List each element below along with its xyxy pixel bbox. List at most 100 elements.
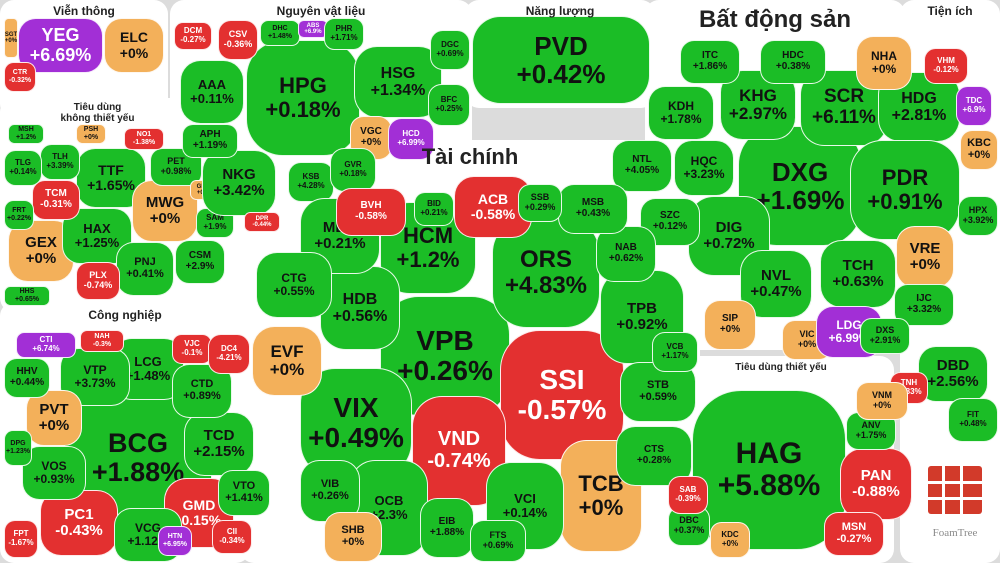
tile-hpx[interactable]: HPX +3.92% <box>958 196 998 236</box>
tile-change: +0.26% <box>397 355 493 386</box>
tile-csm[interactable]: CSM +2.9% <box>175 240 225 284</box>
tile-nha[interactable]: NHA +0% <box>856 36 912 90</box>
tile-vre[interactable]: VRE +0% <box>896 226 954 288</box>
tile-dxs[interactable]: DXS +2.91% <box>860 318 910 354</box>
tile-ntl[interactable]: NTL +4.05% <box>612 140 672 192</box>
tile-pan[interactable]: PAN -0.88% <box>840 448 912 520</box>
tile-pdr[interactable]: PDR +0.91% <box>850 140 960 240</box>
tile-cii[interactable]: CII -0.34% <box>212 520 252 554</box>
tile-frt[interactable]: FRT +0.22% <box>4 200 34 230</box>
tile-change: -0.58% <box>470 206 516 222</box>
tile-cti[interactable]: CTI +6.74% <box>16 332 76 358</box>
tile-nkg[interactable]: NKG +3.42% <box>202 150 276 216</box>
tile-dhc[interactable]: DHC +1.48% <box>260 20 300 46</box>
tile-ticker: VIB <box>320 478 340 491</box>
tile-tcd[interactable]: TCD +2.15% <box>184 412 254 476</box>
tile-dcm[interactable]: DCM -0.27% <box>174 22 212 50</box>
tile-ijc[interactable]: IJC +3.32% <box>894 284 954 326</box>
tile-tdc[interactable]: TDC +6.9% <box>956 86 992 126</box>
tile-ctr[interactable]: CTR -0.32% <box>4 62 36 92</box>
tile-sab[interactable]: SAB -0.39% <box>668 476 708 514</box>
tile-psh[interactable]: PSH +0% <box>76 124 106 144</box>
tile-hcd[interactable]: HCD +6.99% <box>388 118 434 160</box>
tile-aph[interactable]: APH +1.19% <box>182 124 238 158</box>
tile-dc4[interactable]: DC4 -4.21% <box>208 334 250 374</box>
tile-ticker: EIB <box>438 516 456 528</box>
tile-szc[interactable]: SZC +0.12% <box>640 198 700 246</box>
tile-ocb[interactable]: OCB +2.3% <box>350 460 428 556</box>
tile-vix[interactable]: VIX +0.49% <box>300 368 412 478</box>
tile-pvd[interactable]: PVD +0.42% <box>472 16 650 104</box>
tile-mwg[interactable]: MWG +0% <box>132 180 198 242</box>
tile-plx[interactable]: PLX -0.74% <box>76 262 120 300</box>
tile-phr[interactable]: PHR +1.71% <box>324 18 364 50</box>
tile-vjc[interactable]: VJC -0.1% <box>172 334 212 364</box>
tile-vcb[interactable]: VCB +1.17% <box>652 332 698 372</box>
tile-hsg[interactable]: HSG +1.34% <box>354 46 442 118</box>
tile-abs[interactable]: ABS +6.9% <box>298 20 328 38</box>
tile-ctg[interactable]: CTG +0.55% <box>256 252 332 318</box>
tile-bid[interactable]: BID +0.21% <box>414 192 454 226</box>
tile-hdc[interactable]: HDC +0.38% <box>760 40 826 84</box>
tile-ticker: SIP <box>721 313 739 325</box>
tile-hag[interactable]: HAG +5.88% <box>692 390 846 550</box>
tile-dbd[interactable]: DBD +2.56% <box>918 346 988 402</box>
tile-hpg[interactable]: HPG +0.18% <box>246 40 360 156</box>
tile-kdc[interactable]: KDC +0% <box>710 522 750 558</box>
tile-msh[interactable]: MSH +1.2% <box>8 124 44 144</box>
tile-hhv[interactable]: HHV +0.44% <box>4 358 50 398</box>
tile-tlg[interactable]: TLG +0.14% <box>4 150 42 186</box>
tile-dpg[interactable]: DPG +1.23% <box>4 430 32 466</box>
tile-change: +2.81% <box>891 107 947 124</box>
tile-eib[interactable]: EIB +1.88% <box>420 498 474 558</box>
tile-ticker: HHS <box>19 288 35 296</box>
tile-bfc[interactable]: BFC +0.25% <box>428 84 470 126</box>
tile-kbc[interactable]: KBC +0% <box>960 130 998 170</box>
tile-ticker: SSI <box>539 363 585 395</box>
tile-vib[interactable]: VIB +0.26% <box>300 460 360 522</box>
tile-htn[interactable]: HTN +6.95% <box>158 526 192 556</box>
tile-ssi[interactable]: SSI -0.57% <box>500 330 624 460</box>
tile-nab[interactable]: NAB +0.62% <box>596 226 656 282</box>
tile-msb[interactable]: MSB +0.43% <box>558 184 628 234</box>
tile-pnj[interactable]: PNJ +0.41% <box>116 242 174 296</box>
foamtree-wordmark: FoamTree <box>932 527 978 539</box>
tile-vhm[interactable]: VHM -0.12% <box>924 48 968 84</box>
tile-pc1[interactable]: PC1 -0.43% <box>40 490 118 556</box>
tile-tch[interactable]: TCH +0.63% <box>820 240 896 308</box>
tile-gvr[interactable]: GVR +0.18% <box>330 148 376 192</box>
tile-sip[interactable]: SIP +0% <box>704 300 756 350</box>
tile-itc[interactable]: ITC +1.86% <box>680 40 740 84</box>
tile-tcm[interactable]: TCM -0.31% <box>32 180 80 220</box>
tile-fts[interactable]: FTS +0.69% <box>470 520 526 562</box>
tile-pvt[interactable]: PVT +0% <box>26 390 82 446</box>
tile-hdb[interactable]: HDB +0.56% <box>320 266 400 350</box>
tile-nah[interactable]: NAH -0.3% <box>80 330 124 352</box>
tile-change: +0.21% <box>314 235 366 252</box>
tile-vnm[interactable]: VNM +0% <box>856 382 908 420</box>
tile-no1[interactable]: NO1 -1.38% <box>124 128 164 150</box>
tile-msn[interactable]: MSN -0.27% <box>824 512 884 556</box>
tile-ticker: ANV <box>861 420 881 431</box>
tile-bvh[interactable]: BVH -0.58% <box>336 188 406 236</box>
tile-kdh[interactable]: KDH +1.78% <box>648 86 714 140</box>
tile-elc[interactable]: ELC +0% <box>104 18 164 73</box>
tile-vto[interactable]: VTO +1.41% <box>218 470 270 516</box>
tile-dgc[interactable]: DGC +0.69% <box>430 30 470 70</box>
tile-vos[interactable]: VOS +0.93% <box>22 446 86 500</box>
tile-hhs[interactable]: HHS +0.65% <box>4 286 50 306</box>
tile-stb[interactable]: STB +0.59% <box>620 362 696 422</box>
tile-change: +0.69% <box>482 540 514 550</box>
tile-dpr[interactable]: DPR -0.44% <box>244 212 280 232</box>
tile-sgt[interactable]: SGT +0% <box>4 18 18 58</box>
tile-csv[interactable]: CSV -0.36% <box>218 20 258 60</box>
tile-ticker: HDB <box>342 290 378 308</box>
tile-hqc[interactable]: HQC +3.23% <box>674 140 734 196</box>
tile-shb[interactable]: SHB +0% <box>324 512 382 562</box>
tile-aaa[interactable]: AAA +0.11% <box>180 60 244 124</box>
tile-tlh[interactable]: TLH +3.39% <box>40 144 80 180</box>
tile-fit[interactable]: FIT +0.48% <box>948 398 998 442</box>
tile-fpt[interactable]: FPT -1.67% <box>4 520 38 558</box>
tile-evf[interactable]: EVF +0% <box>252 326 322 396</box>
tile-ssb[interactable]: SSB +0.29% <box>518 184 562 222</box>
